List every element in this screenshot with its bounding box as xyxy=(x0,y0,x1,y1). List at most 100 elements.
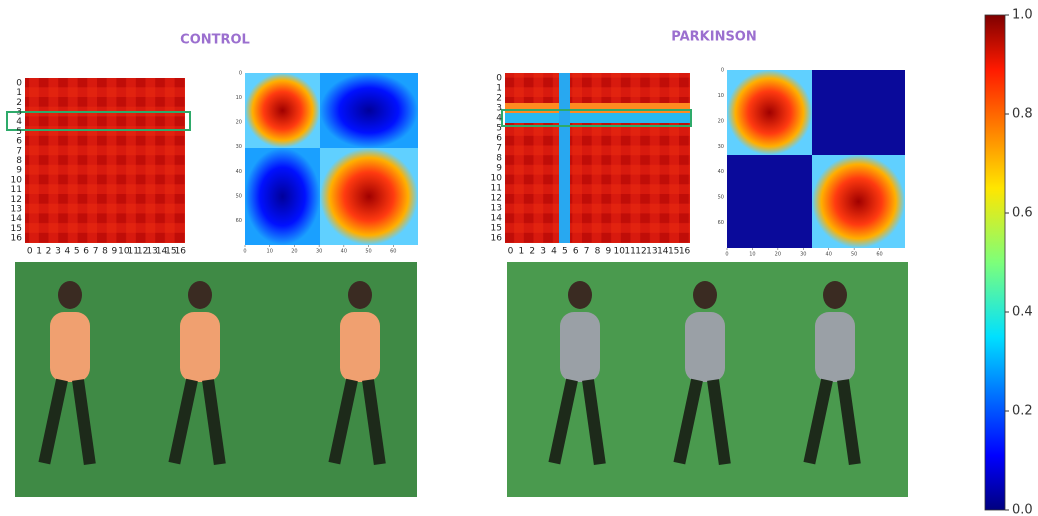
y-tick-label: 8 xyxy=(16,156,22,166)
joint-matrix xyxy=(505,73,690,243)
x-tick-label: 60 xyxy=(390,249,396,255)
y-tick-label: 10 xyxy=(236,95,242,101)
colorbar-tick-label: 0.8 xyxy=(1012,107,1033,122)
x-tick-label: 16 xyxy=(175,247,187,257)
y-tick-label: 0 xyxy=(721,68,724,74)
y-tick-label: 3 xyxy=(496,104,502,114)
y-tick-label: 6 xyxy=(16,137,22,147)
y-tick-label: 50 xyxy=(236,193,242,199)
colorbar-tick-label: 0.2 xyxy=(1012,404,1033,419)
y-tick-label: 7 xyxy=(16,146,22,156)
y-tick-label: 60 xyxy=(236,218,242,224)
x-tick-label: 5 xyxy=(74,247,80,257)
colorbar xyxy=(985,15,1005,510)
x-tick-label: 12 xyxy=(635,247,646,257)
x-tick-label: 1 xyxy=(518,247,524,257)
x-tick-label: 16 xyxy=(679,247,691,257)
joint-matrix xyxy=(25,78,185,243)
x-tick-label: 60 xyxy=(876,252,882,258)
y-tick-label: 15 xyxy=(491,224,502,234)
x-tick-label: 3 xyxy=(55,247,61,257)
y-tick-label: 30 xyxy=(236,144,242,150)
x-tick-label: 7 xyxy=(584,247,590,257)
x-tick-label: 11 xyxy=(624,247,635,257)
x-tick-label: 50 xyxy=(851,252,857,258)
y-tick-label: 11 xyxy=(491,184,502,194)
y-tick-label: 0 xyxy=(239,71,242,77)
y-tick-label: 12 xyxy=(491,194,502,204)
x-tick-label: 40 xyxy=(826,252,832,258)
x-tick-label: 4 xyxy=(551,247,557,257)
y-tick-label: 20 xyxy=(236,120,242,126)
colorbar-tick-label: 0.4 xyxy=(1012,305,1033,320)
figure: CONTROL PARKINSON 0011223344556677889910… xyxy=(0,0,1038,516)
y-tick-label: 1 xyxy=(496,84,502,94)
x-tick-label: 50 xyxy=(365,249,371,255)
y-tick-label: 16 xyxy=(491,234,503,244)
y-tick-label: 40 xyxy=(718,169,724,175)
x-tick-label: 8 xyxy=(102,247,108,257)
colorbar-tick-label: 0.0 xyxy=(1012,503,1033,516)
similarity-matrix xyxy=(727,70,905,248)
y-tick-label: 2 xyxy=(16,98,22,108)
y-tick-label: 14 xyxy=(11,214,23,224)
y-tick-label: 10 xyxy=(718,93,724,99)
x-tick-label: 30 xyxy=(800,252,806,258)
y-tick-label: 50 xyxy=(718,195,724,201)
x-tick-label: 20 xyxy=(775,252,781,258)
x-tick-label: 8 xyxy=(595,247,601,257)
x-tick-label: 0 xyxy=(725,252,728,258)
x-tick-label: 30 xyxy=(316,249,322,255)
y-tick-label: 60 xyxy=(718,220,724,226)
x-tick-label: 40 xyxy=(341,249,347,255)
colorbar-tick-label: 0.6 xyxy=(1012,206,1033,221)
x-tick-label: 7 xyxy=(93,247,99,257)
y-tick-label: 9 xyxy=(496,164,502,174)
y-tick-label: 40 xyxy=(236,169,242,175)
y-tick-label: 4 xyxy=(16,117,22,127)
y-tick-label: 0 xyxy=(496,74,502,84)
y-tick-label: 20 xyxy=(718,118,724,124)
y-tick-label: 15 xyxy=(11,224,22,234)
y-tick-label: 30 xyxy=(718,144,724,150)
x-tick-label: 6 xyxy=(573,247,579,257)
photo xyxy=(15,262,417,497)
y-tick-label: 6 xyxy=(496,134,502,144)
y-tick-label: 0 xyxy=(16,78,22,88)
x-tick-label: 2 xyxy=(529,247,535,257)
y-tick-label: 16 xyxy=(11,234,23,244)
x-tick-label: 6 xyxy=(83,247,89,257)
y-tick-label: 5 xyxy=(16,127,22,137)
y-tick-label: 7 xyxy=(496,144,502,154)
y-tick-label: 12 xyxy=(11,195,22,205)
x-tick-label: 0 xyxy=(27,247,33,257)
y-tick-label: 1 xyxy=(16,88,22,98)
x-tick-label: 20 xyxy=(291,249,297,255)
panel-title: PARKINSON xyxy=(671,30,757,45)
similarity-matrix xyxy=(245,73,418,245)
x-tick-label: 0 xyxy=(243,249,246,255)
y-tick-label: 10 xyxy=(491,174,503,184)
y-tick-label: 9 xyxy=(16,166,22,176)
x-tick-label: 15 xyxy=(668,247,679,257)
x-tick-label: 2 xyxy=(46,247,52,257)
panel-title: CONTROL xyxy=(180,33,250,48)
x-tick-label: 9 xyxy=(606,247,612,257)
y-tick-label: 13 xyxy=(11,205,22,215)
x-tick-label: 13 xyxy=(646,247,657,257)
x-tick-label: 4 xyxy=(64,247,70,257)
x-tick-label: 10 xyxy=(749,252,755,258)
x-tick-label: 0 xyxy=(508,247,514,257)
photo xyxy=(507,262,908,497)
x-tick-label: 10 xyxy=(267,249,273,255)
y-tick-label: 11 xyxy=(11,185,22,195)
y-tick-label: 8 xyxy=(496,154,502,164)
x-tick-label: 3 xyxy=(540,247,546,257)
colorbar-tick-label: 1.0 xyxy=(1012,8,1033,23)
x-tick-label: 5 xyxy=(562,247,568,257)
x-tick-label: 1 xyxy=(36,247,42,257)
y-tick-label: 4 xyxy=(496,114,502,124)
y-tick-label: 3 xyxy=(16,107,22,117)
y-tick-label: 13 xyxy=(491,204,502,214)
x-tick-label: 9 xyxy=(112,247,118,257)
